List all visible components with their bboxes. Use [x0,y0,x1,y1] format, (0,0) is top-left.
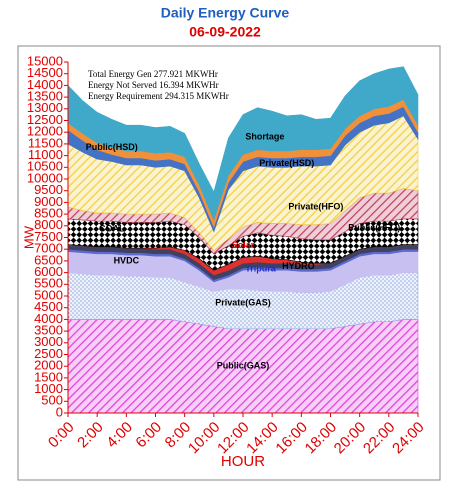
y-tick-label: 5500 [34,276,63,291]
series-label: Solar [232,240,255,250]
y-tick-label: 0 [56,404,63,419]
y-tick-label: 13500 [27,89,63,104]
y-tick-label: 8000 [34,217,63,232]
y-tick-label: 15000 [27,53,63,68]
y-tick-label: 1000 [34,381,63,396]
series-label: Private(HSD) [259,158,314,168]
x-axis-label: HOUR [221,453,265,470]
annotation: Energy Not Served 16.394 MKWHr [88,80,219,90]
area [67,66,419,221]
y-tick-label: 14000 [27,77,63,92]
y-tick-label: 3000 [34,334,63,349]
series-label: COAL [99,224,125,234]
y-tick-label: 500 [41,393,63,408]
x-tick-label: 24:00 [389,419,428,458]
series-label: Public(HFO) [348,223,400,233]
y-tick-label: 11500 [28,135,63,150]
y-tick-label: 7500 [34,229,63,244]
y-tick-label: 6500 [34,252,63,267]
annotation: Total Energy Gen 277.921 MKWHr [88,69,218,79]
y-tick-label: 12000 [27,124,63,139]
x-tick-label: 18:00 [302,419,341,458]
x-tick-label: 20:00 [331,419,370,458]
y-tick-label: 9500 [34,182,63,197]
x-tick-label: 6:00 [132,419,165,452]
y-tick-label: 7000 [34,241,63,256]
x-tick-label: 4:00 [103,419,136,452]
series-label: Public(GAS) [217,361,270,371]
x-tick-label: 2:00 [74,419,107,452]
chart-subtitle: 06-09-2022 [189,24,261,40]
annotation: Energy Requirement 294.315 MKWHr [88,91,229,101]
y-axis-label: MW [21,225,36,249]
series-label: Tripura [245,263,277,273]
y-tick-label: 5000 [34,287,63,302]
y-tick-label: 11000 [28,147,63,162]
series-label: Private(HFO) [288,201,343,211]
y-tick-label: 6000 [34,264,63,279]
y-tick-label: 10000 [27,170,63,185]
chart-title: Daily Energy Curve [161,5,290,21]
series-label: Public(HSD) [86,142,138,152]
y-tick-label: 2000 [34,358,63,373]
series-label: Shortage [245,131,284,141]
series-label: HVDC [114,255,140,265]
x-tick-label: 12:00 [214,419,253,458]
y-tick-label: 2500 [34,346,63,361]
y-tick-label: 3500 [34,323,63,338]
y-tick-label: 13000 [27,100,63,115]
chart-frame [17,45,441,481]
series-label: HYDRO [282,261,315,271]
y-tick-label: 9000 [34,194,63,209]
x-tick-label: 0:00 [45,419,78,452]
x-tick-label: 10:00 [185,419,224,458]
x-tick-label: 16:00 [272,419,311,458]
series-label: Private(GAS) [215,297,271,307]
y-tick-label: 1500 [34,369,63,384]
y-tick-label: 4500 [34,299,63,314]
y-tick-label: 10500 [27,159,63,174]
x-tick-label: 22:00 [360,419,399,458]
y-tick-label: 4000 [34,311,63,326]
y-tick-label: 8500 [34,206,63,221]
x-tick-label: 14:00 [243,419,282,458]
y-tick-label: 12500 [27,112,63,127]
plot-area [67,66,419,414]
y-tick-label: 14500 [27,65,63,80]
